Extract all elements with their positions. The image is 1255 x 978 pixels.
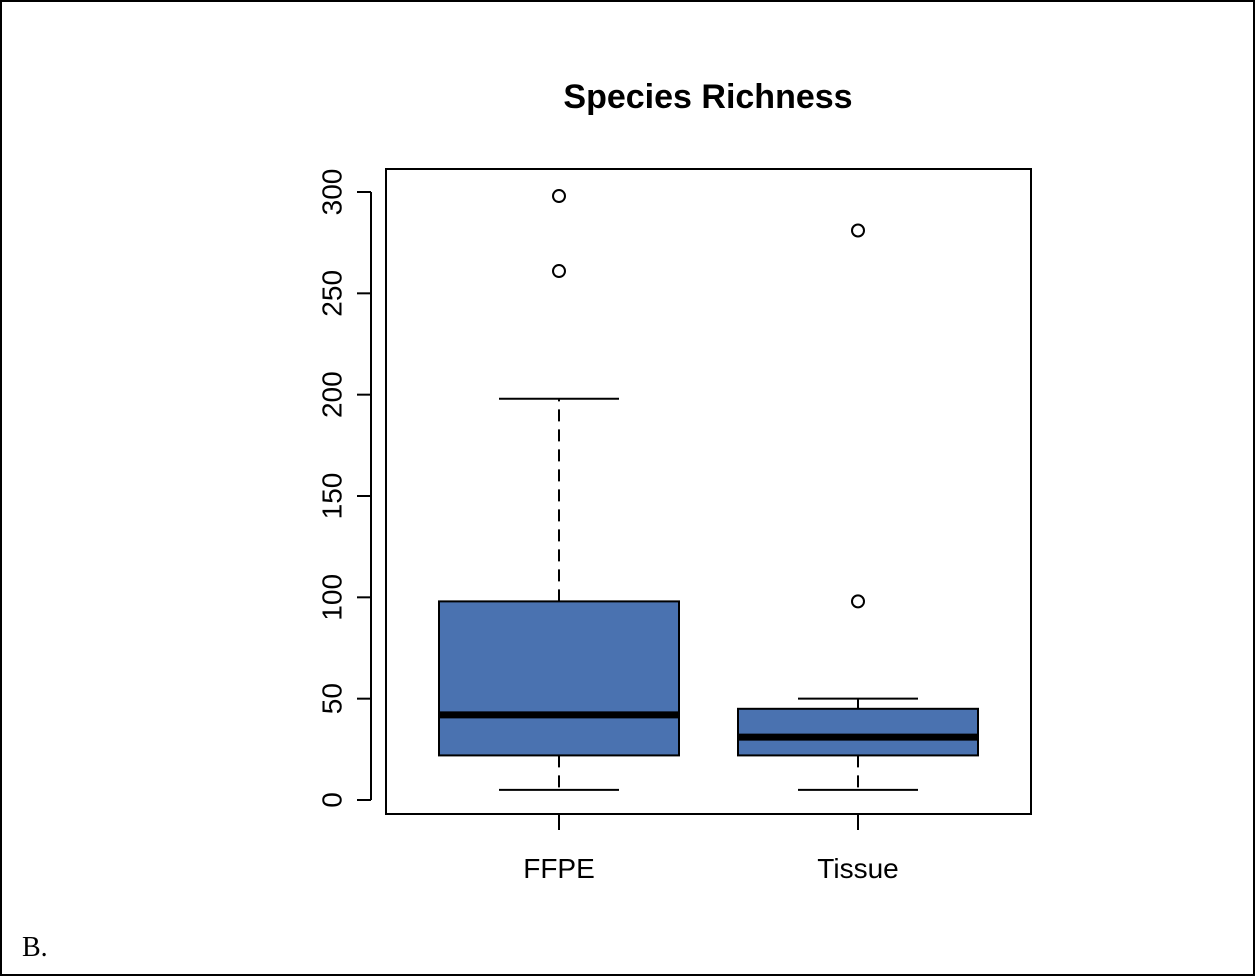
boxes-layer	[438, 189, 979, 791]
y-tick-label: 100	[317, 574, 348, 621]
y-tick-label: 0	[317, 792, 348, 808]
iqr-box	[737, 707, 979, 757]
box-tissue	[737, 223, 979, 791]
outlier-point	[851, 223, 865, 238]
outlier-point	[851, 594, 865, 609]
x-tick-label: FFPE	[523, 853, 595, 884]
y-tick-label: 200	[317, 371, 348, 418]
y-tick-label: 250	[317, 270, 348, 317]
box-ffpe	[438, 189, 680, 791]
y-axis: 0 50 100 150 200 250 300	[317, 169, 372, 808]
plot-area-border	[385, 168, 1032, 815]
chart-title: Species Richness	[563, 78, 852, 116]
outlier-point	[552, 189, 566, 204]
y-tick-label: 50	[317, 683, 348, 714]
y-tick-label: 300	[317, 169, 348, 216]
x-axis: FFPE Tissue	[523, 814, 899, 884]
iqr-box	[438, 600, 680, 757]
panel-label: B.	[22, 932, 48, 963]
x-tick-label: Tissue	[817, 853, 898, 884]
y-tick-label: 150	[317, 473, 348, 520]
outlier-point	[552, 264, 566, 279]
